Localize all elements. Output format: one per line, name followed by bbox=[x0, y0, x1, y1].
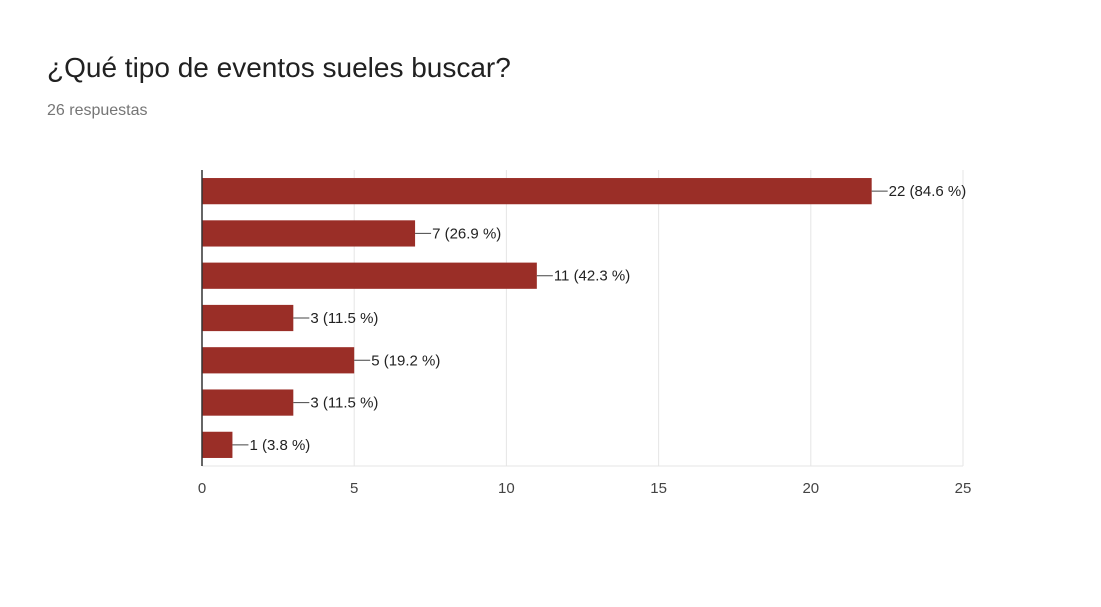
x-tick-label: 5 bbox=[350, 480, 358, 497]
x-tick-label: 25 bbox=[955, 480, 972, 497]
bar bbox=[202, 347, 355, 374]
response-count: 26 respuestas bbox=[47, 102, 148, 119]
bar bbox=[202, 304, 294, 332]
x-tick-label: 0 bbox=[198, 480, 206, 497]
bar bbox=[202, 178, 872, 205]
data-label: 7 (26.9 %) bbox=[432, 225, 501, 242]
x-tick-label: 10 bbox=[498, 480, 515, 497]
data-label: 1 (3.8 %) bbox=[249, 437, 310, 454]
data-label: 3 (11.5 %) bbox=[310, 310, 378, 327]
bar bbox=[202, 389, 294, 416]
bar bbox=[202, 262, 537, 289]
bar bbox=[202, 220, 416, 247]
chart-title: ¿Qué tipo de eventos sueles buscar? bbox=[47, 52, 511, 83]
data-label: 3 (11.5 %) bbox=[310, 395, 378, 412]
x-tick-label: 15 bbox=[650, 480, 667, 497]
data-label: 5 (19.2 %) bbox=[371, 352, 440, 369]
data-label: 22 (84.6 %) bbox=[889, 183, 967, 200]
bar bbox=[202, 431, 233, 458]
data-label: 11 (42.3 %) bbox=[554, 268, 630, 285]
x-tick-label: 20 bbox=[802, 480, 819, 497]
